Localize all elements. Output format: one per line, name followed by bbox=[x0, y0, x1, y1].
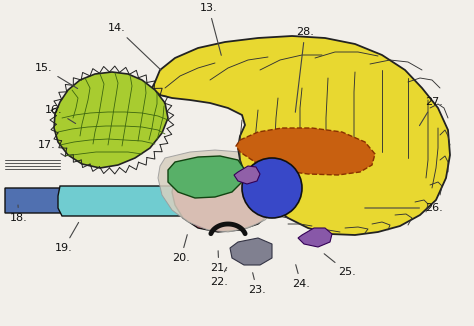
Polygon shape bbox=[298, 228, 332, 247]
Text: 21.: 21. bbox=[210, 251, 228, 273]
Text: 20.: 20. bbox=[172, 235, 190, 263]
Polygon shape bbox=[230, 238, 272, 265]
Text: 13.: 13. bbox=[200, 3, 221, 55]
Text: 15.: 15. bbox=[35, 63, 78, 89]
Polygon shape bbox=[58, 186, 196, 216]
Text: 16.: 16. bbox=[45, 105, 76, 124]
Text: 17.: 17. bbox=[38, 140, 65, 156]
Polygon shape bbox=[54, 72, 168, 168]
Polygon shape bbox=[158, 150, 282, 232]
Text: 23.: 23. bbox=[248, 273, 266, 295]
Text: 18.: 18. bbox=[10, 205, 28, 223]
Circle shape bbox=[242, 158, 302, 218]
Text: 25.: 25. bbox=[324, 254, 356, 277]
Polygon shape bbox=[236, 128, 375, 175]
Polygon shape bbox=[172, 170, 275, 232]
Polygon shape bbox=[152, 36, 450, 235]
Text: 24.: 24. bbox=[292, 265, 310, 289]
Text: 26.: 26. bbox=[365, 203, 443, 213]
Text: 28.: 28. bbox=[295, 27, 314, 112]
Polygon shape bbox=[168, 156, 245, 198]
Text: 27.: 27. bbox=[419, 97, 443, 126]
Polygon shape bbox=[234, 166, 260, 184]
Text: 22.: 22. bbox=[210, 267, 228, 287]
Polygon shape bbox=[5, 188, 65, 213]
Text: 19.: 19. bbox=[55, 222, 79, 253]
Text: 14.: 14. bbox=[108, 23, 161, 70]
